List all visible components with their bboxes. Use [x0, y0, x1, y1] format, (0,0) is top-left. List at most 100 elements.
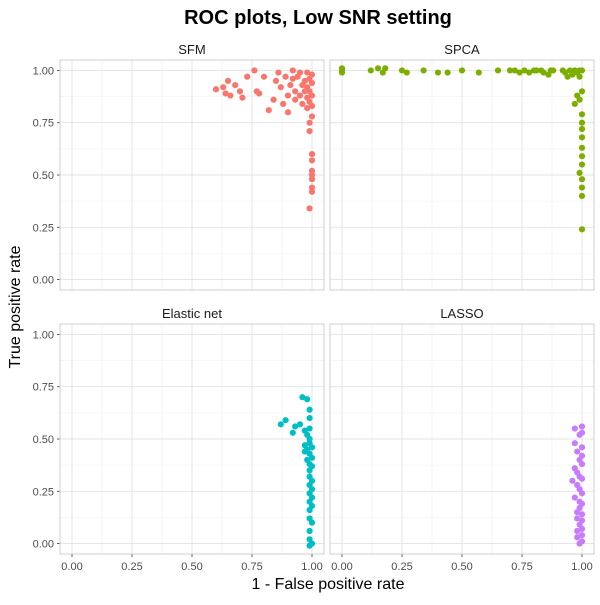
data-point: [420, 67, 427, 74]
data-point: [251, 67, 258, 74]
data-point: [244, 73, 251, 80]
data-point: [304, 104, 311, 112]
data-point: [533, 67, 540, 74]
data-point: [578, 490, 586, 497]
data-point: [306, 119, 313, 126]
data-point: [308, 477, 316, 484]
x-axis-label: 1 - False positive rate: [252, 576, 405, 593]
data-point: [578, 429, 586, 436]
data-point: [308, 486, 316, 493]
data-point: [277, 421, 284, 428]
y-tick-label: 0.75: [33, 118, 54, 130]
data-point: [571, 440, 578, 447]
panel-strip-label: SPCA: [444, 42, 480, 57]
data-point: [306, 205, 313, 212]
data-point: [308, 454, 316, 461]
data-point: [227, 92, 234, 99]
data-point: [576, 73, 583, 80]
data-point: [578, 475, 586, 482]
panel-elastic-net: Elastic net 0.00 0.25 0.50 0.75 1.00 0.00 0.25 0…: [33, 306, 325, 573]
data-point: [578, 226, 586, 233]
x-tick-label: 1.00: [571, 561, 592, 573]
y-tick-label: 0.25: [33, 486, 54, 498]
y-tick-label: 0.75: [33, 382, 54, 394]
data-point: [578, 67, 586, 74]
data-point: [296, 421, 304, 428]
data-point: [578, 119, 586, 126]
panel-strip-label: LASSO: [440, 306, 483, 321]
data-point: [564, 73, 571, 80]
data-point: [506, 67, 514, 74]
data-point: [277, 84, 284, 91]
data-point: [239, 94, 246, 101]
data-point: [308, 540, 316, 547]
data-point: [289, 75, 296, 82]
data-point: [304, 69, 311, 76]
x-tick-label: 0.00: [61, 561, 82, 573]
x-tick-label: 0.75: [241, 561, 262, 573]
panel-border: [59, 323, 325, 555]
data-point: [574, 534, 581, 541]
data-point: [308, 444, 316, 451]
data-point: [296, 69, 304, 76]
data-point: [578, 125, 586, 133]
data-point: [516, 69, 523, 76]
data-point: [222, 90, 229, 97]
data-point: [280, 100, 287, 108]
data-point: [374, 65, 382, 72]
data-point: [576, 96, 583, 103]
y-tick-label: 0.25: [33, 222, 54, 234]
data-point: [398, 67, 406, 74]
data-point: [308, 519, 316, 526]
data-point: [220, 84, 227, 91]
data-point: [308, 92, 316, 99]
data-point: [299, 100, 306, 108]
data-point: [578, 538, 586, 545]
data-point: [574, 515, 581, 522]
x-tick-label: 0.25: [121, 561, 142, 573]
data-point: [578, 153, 586, 160]
data-point: [434, 69, 442, 76]
panel-spca: SPCA: [329, 42, 595, 291]
data-point: [458, 67, 466, 74]
data-point: [578, 452, 586, 459]
data-point: [578, 511, 586, 518]
data-point: [292, 96, 299, 103]
data-point: [232, 81, 239, 89]
data-point: [444, 69, 451, 76]
data-point: [571, 425, 578, 432]
data-point: [578, 517, 586, 524]
data-point: [301, 77, 308, 85]
data-point: [287, 81, 294, 89]
data-point: [578, 525, 586, 533]
x-tick-label: 0.75: [511, 561, 532, 573]
data-point: [403, 69, 410, 76]
data-point: [292, 88, 299, 95]
data-point: [284, 92, 292, 99]
data-point: [569, 477, 576, 484]
y-tick-label: 0.50: [33, 434, 54, 446]
data-point: [289, 67, 296, 74]
data-point: [308, 102, 316, 110]
data-point: [296, 92, 304, 99]
panel-lasso: LASSO 0.00 0.25 0.50 0.75 1.00: [329, 306, 595, 573]
data-point: [256, 90, 263, 97]
data-point: [308, 150, 316, 158]
data-point: [299, 394, 306, 401]
data-point: [275, 69, 282, 76]
panel-border: [59, 59, 325, 291]
y-tick-label: 0.50: [33, 170, 54, 182]
data-point: [367, 67, 374, 74]
y-tick-label: 0.00: [33, 539, 54, 551]
data-point: [308, 463, 316, 470]
data-point: [578, 144, 586, 151]
y-tick-label: 0.00: [33, 275, 54, 287]
panel-strip-label: Elastic net: [162, 306, 222, 321]
data-point: [521, 67, 528, 74]
data-point: [282, 73, 289, 80]
data-point: [306, 406, 313, 413]
data-point: [511, 67, 518, 74]
data-point: [260, 73, 268, 80]
data-point: [306, 414, 313, 422]
